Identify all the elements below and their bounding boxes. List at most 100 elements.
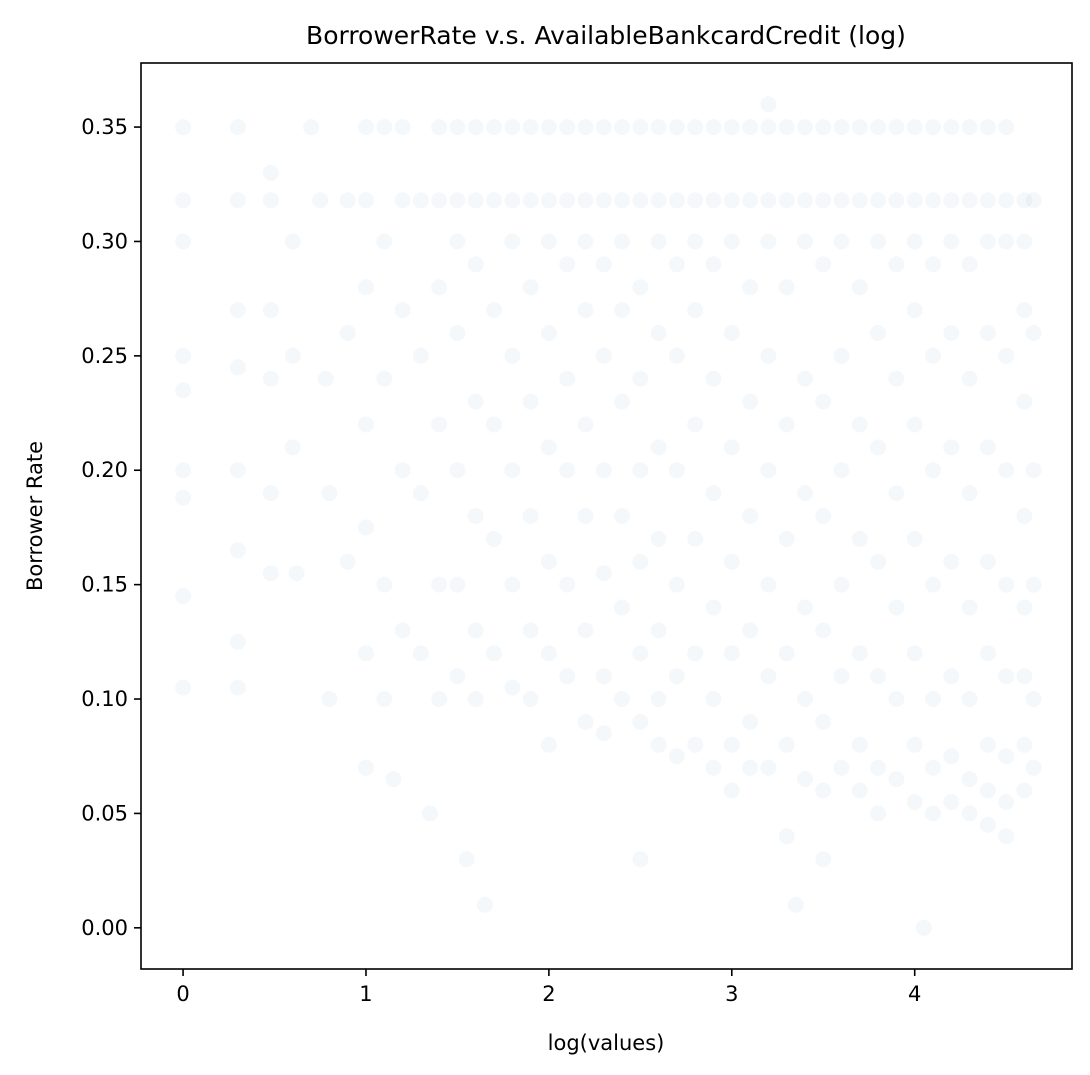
data-point — [888, 485, 905, 502]
data-point — [284, 233, 301, 250]
data-point — [376, 233, 393, 250]
data-point — [705, 370, 722, 387]
data-point — [833, 759, 850, 776]
data-point — [1016, 736, 1033, 753]
data-point — [632, 713, 649, 730]
data-point — [614, 302, 630, 319]
data-point — [668, 668, 685, 685]
data-point — [833, 192, 850, 209]
data-point — [577, 508, 594, 524]
data-point — [787, 896, 804, 913]
y-tick-label: 0.15 — [81, 573, 128, 597]
data-point — [559, 256, 576, 273]
data-point — [522, 393, 539, 410]
data-point — [632, 119, 649, 136]
data-point — [998, 347, 1015, 364]
data-point — [815, 119, 832, 136]
data-point — [998, 119, 1015, 136]
data-point — [522, 192, 539, 209]
data-point — [650, 119, 667, 136]
data-point — [961, 192, 978, 209]
data-point — [742, 192, 759, 209]
data-point — [742, 393, 759, 410]
data-point — [595, 565, 612, 582]
data-point — [888, 256, 905, 273]
data-point — [925, 691, 941, 707]
data-point — [687, 645, 704, 662]
data-point — [358, 519, 374, 536]
data-point — [175, 489, 192, 506]
data-point — [229, 302, 246, 319]
data-point — [943, 439, 960, 456]
data-point — [577, 416, 594, 433]
data-point — [595, 462, 612, 479]
data-point — [412, 192, 429, 209]
data-point — [595, 725, 612, 742]
data-point — [394, 462, 411, 479]
data-point — [961, 256, 978, 273]
data-point — [998, 668, 1015, 685]
y-tick-label: 0.35 — [81, 115, 128, 139]
data-point — [1025, 759, 1042, 776]
data-point — [595, 192, 612, 209]
data-point — [870, 439, 887, 456]
data-point — [339, 553, 356, 570]
data-point — [906, 302, 923, 319]
data-point — [595, 256, 612, 273]
data-point — [540, 736, 557, 753]
data-point — [614, 508, 630, 524]
data-point — [742, 508, 759, 524]
data-point — [687, 119, 704, 136]
data-point — [422, 805, 438, 822]
data-point — [540, 645, 557, 662]
data-point — [906, 119, 923, 136]
data-point — [229, 462, 246, 479]
data-point — [175, 679, 192, 696]
y-tick-label: 0.00 — [81, 916, 128, 940]
data-point — [668, 462, 685, 479]
data-point — [815, 192, 832, 209]
data-point — [577, 119, 594, 136]
data-point — [595, 347, 612, 364]
y-tick-label: 0.05 — [81, 801, 128, 825]
data-point — [650, 439, 667, 456]
data-point — [262, 565, 279, 582]
data-point — [321, 485, 338, 502]
data-point — [851, 416, 868, 433]
data-point — [412, 347, 429, 364]
x-tick-label: 2 — [542, 982, 555, 1006]
data-point — [175, 119, 192, 136]
data-point — [888, 370, 905, 387]
data-point — [851, 192, 868, 209]
data-point — [833, 576, 850, 593]
data-point — [870, 233, 887, 250]
data-point — [925, 462, 941, 479]
data-point — [668, 119, 685, 136]
y-tick-label: 0.10 — [81, 687, 128, 711]
data-point — [668, 256, 685, 273]
data-point — [650, 233, 667, 250]
data-point — [687, 302, 704, 319]
plot-frame — [140, 62, 1073, 970]
data-point — [1016, 302, 1033, 319]
data-point — [778, 736, 795, 753]
data-point — [815, 782, 832, 799]
data-point — [1016, 393, 1033, 410]
data-point — [815, 851, 832, 868]
data-point — [1025, 462, 1042, 479]
data-point — [668, 192, 685, 209]
data-point — [833, 668, 850, 685]
data-point — [943, 553, 960, 570]
data-point — [486, 302, 502, 319]
data-point — [467, 192, 484, 209]
data-point — [906, 530, 923, 547]
data-point — [449, 119, 466, 136]
data-point — [284, 347, 301, 364]
data-point — [431, 576, 448, 593]
data-point — [1025, 576, 1042, 593]
data-point — [723, 439, 740, 456]
data-point — [1025, 325, 1042, 341]
data-point — [577, 192, 594, 209]
